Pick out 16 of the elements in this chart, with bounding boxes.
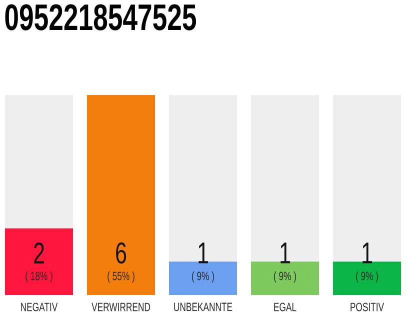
x-tick-label: VERWIRREND [92, 302, 150, 312]
annotation: ( 18% ) [26, 271, 52, 283]
data-label: 1 [280, 242, 290, 264]
x-tick-label: EGAL [274, 302, 296, 312]
x-tick-label: NEGATIV [21, 302, 58, 312]
chart-title: 0952218547525 [5, 4, 196, 30]
annotation: ( 9% ) [274, 271, 296, 283]
x-tick-label: UNBEKANNTE [174, 302, 232, 312]
data-label: 1 [198, 242, 208, 264]
data-label: 2 [34, 242, 44, 264]
data-label: 1 [362, 242, 372, 264]
data-label: 6 [116, 242, 126, 264]
annotation: ( 9% ) [356, 271, 378, 283]
annotation: ( 9% ) [192, 271, 214, 283]
x-tick-label: POSITIV [350, 302, 384, 312]
annotation: ( 55% ) [108, 271, 134, 283]
